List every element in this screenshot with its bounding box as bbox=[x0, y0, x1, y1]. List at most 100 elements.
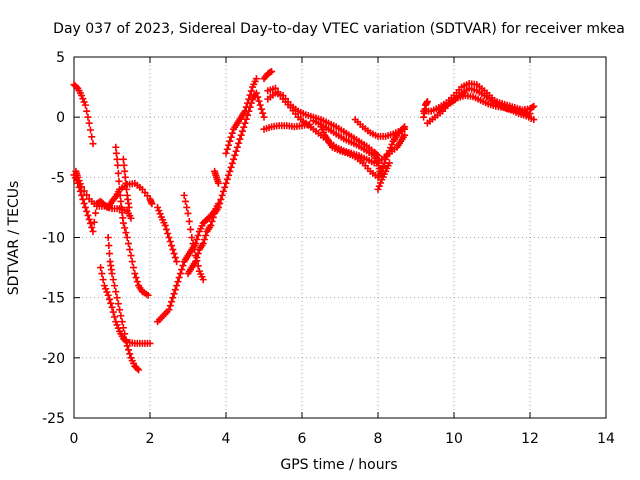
data-point-marker bbox=[175, 274, 183, 282]
data-point-marker bbox=[170, 250, 178, 258]
data-point-marker bbox=[209, 213, 217, 221]
data-point-marker bbox=[112, 288, 120, 296]
data-point-marker bbox=[133, 365, 141, 373]
data-point-marker bbox=[233, 143, 241, 151]
data-point-marker bbox=[83, 107, 91, 115]
data-point-marker bbox=[222, 179, 230, 187]
y-tick-label: -20 bbox=[42, 351, 65, 367]
data-point-marker bbox=[385, 159, 393, 167]
data-point-marker bbox=[119, 155, 127, 163]
data-point-marker bbox=[79, 195, 87, 203]
data-point-marker bbox=[89, 140, 97, 148]
data-point-marker bbox=[146, 339, 154, 347]
data-point-marker bbox=[241, 107, 249, 115]
y-tick-label: -10 bbox=[42, 231, 65, 247]
data-point-marker bbox=[185, 217, 193, 225]
data-point-marker bbox=[225, 171, 233, 179]
data-point-marker bbox=[377, 179, 385, 187]
data-point-marker bbox=[276, 92, 284, 100]
data-point-marker bbox=[227, 163, 235, 171]
data-point-marker bbox=[194, 250, 202, 258]
data-point-marker bbox=[245, 95, 253, 103]
data-point-marker bbox=[124, 240, 132, 248]
data-point-marker bbox=[184, 209, 192, 217]
data-point-marker bbox=[260, 113, 268, 121]
data-point-marker bbox=[162, 225, 170, 233]
data-point-marker bbox=[181, 197, 189, 205]
y-tick-label: -15 bbox=[42, 291, 65, 307]
data-point-marker bbox=[257, 105, 265, 113]
data-point-marker bbox=[194, 231, 202, 239]
data-point-marker bbox=[112, 143, 120, 151]
data-point-marker bbox=[244, 99, 252, 107]
data-point-marker bbox=[179, 262, 187, 270]
data-point-marker bbox=[78, 183, 86, 191]
data-point-marker bbox=[219, 187, 227, 195]
data-point-marker bbox=[148, 200, 156, 208]
data-point-marker bbox=[112, 318, 120, 326]
data-point-marker bbox=[168, 242, 176, 250]
x-tick-label: 12 bbox=[521, 431, 539, 447]
data-point-marker bbox=[85, 215, 93, 223]
data-point-marker bbox=[97, 264, 105, 272]
data-point-marker bbox=[124, 346, 132, 354]
data-point-marker bbox=[114, 324, 122, 332]
data-point-marker bbox=[80, 187, 88, 195]
axis-ticks: 0 2 4 6 8 10 12 14 -25 -20 -15 -10 -5 0 5 bbox=[42, 50, 615, 447]
data-point-marker bbox=[180, 191, 188, 199]
data-point-marker bbox=[529, 103, 537, 111]
data-points bbox=[70, 67, 538, 374]
data-point-marker bbox=[156, 210, 164, 218]
data-point-marker bbox=[256, 101, 264, 109]
data-point-marker bbox=[169, 294, 177, 302]
data-point-marker bbox=[116, 306, 124, 314]
data-point-marker bbox=[114, 161, 122, 169]
data-point-marker bbox=[105, 250, 113, 258]
data-point-marker bbox=[116, 185, 124, 193]
data-point-marker bbox=[164, 229, 172, 237]
data-point-marker bbox=[114, 300, 122, 308]
data-point-marker bbox=[76, 180, 84, 188]
data-point-marker bbox=[168, 298, 176, 306]
data-point-marker bbox=[252, 75, 260, 83]
data-point-marker bbox=[193, 254, 201, 262]
chart-title: Day 037 of 2023, Sidereal Day-to-day VTE… bbox=[53, 21, 625, 37]
data-point-marker bbox=[90, 218, 98, 226]
data-point-marker bbox=[117, 197, 125, 205]
data-point-marker bbox=[114, 169, 122, 177]
data-point-marker bbox=[155, 207, 163, 215]
data-point-marker bbox=[81, 203, 89, 211]
data-point-marker bbox=[227, 133, 235, 141]
data-point-marker bbox=[133, 278, 141, 286]
data-point-marker bbox=[247, 87, 255, 95]
data-point-marker bbox=[73, 83, 81, 91]
data-point-marker bbox=[379, 163, 387, 171]
data-point-marker bbox=[526, 110, 534, 118]
y-tick-label: -5 bbox=[51, 170, 65, 186]
data-point-marker bbox=[255, 97, 263, 105]
data-point-marker bbox=[231, 151, 239, 159]
data-point-marker bbox=[423, 98, 431, 106]
data-point-marker bbox=[127, 252, 135, 260]
data-point-marker bbox=[125, 203, 133, 211]
data-point-marker bbox=[235, 139, 243, 147]
x-tick-label: 4 bbox=[222, 431, 231, 447]
data-point-marker bbox=[222, 149, 230, 157]
data-point-marker bbox=[199, 276, 207, 284]
data-point-marker bbox=[100, 282, 108, 290]
data-point-marker bbox=[530, 116, 538, 124]
y-tick-label: 5 bbox=[56, 50, 65, 66]
data-point-marker bbox=[174, 278, 182, 286]
data-point-marker bbox=[238, 127, 246, 135]
data-point-marker bbox=[88, 223, 96, 231]
data-point-marker bbox=[200, 236, 208, 244]
data-point-marker bbox=[128, 258, 136, 266]
data-point-marker bbox=[221, 183, 229, 191]
data-point-marker bbox=[127, 214, 135, 222]
data-point-marker bbox=[144, 291, 152, 299]
data-point-marker bbox=[266, 68, 274, 76]
data-point-marker bbox=[92, 209, 100, 217]
data-point-marker bbox=[183, 203, 191, 211]
data-point-marker bbox=[176, 270, 184, 278]
data-point-marker bbox=[88, 133, 96, 141]
